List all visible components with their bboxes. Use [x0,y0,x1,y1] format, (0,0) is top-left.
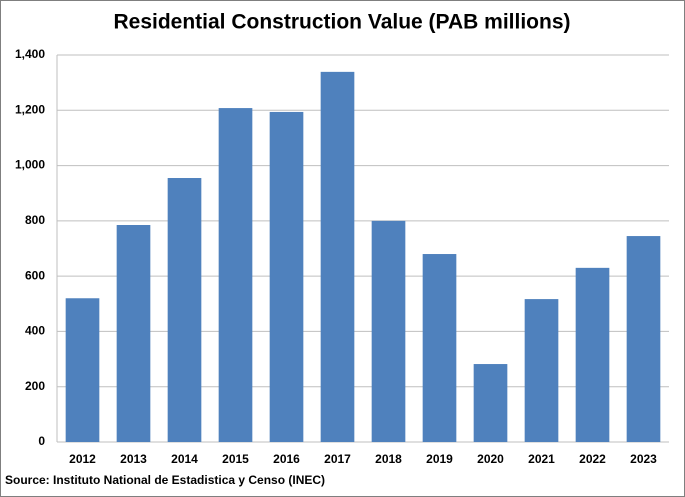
bar [218,108,253,443]
x-tick-label: 2017 [324,452,351,466]
y-tick-label: 600 [25,268,45,282]
bar [371,220,406,442]
x-tick-label: 2012 [69,452,96,466]
bar [65,298,100,442]
y-tick-label: 1,000 [15,158,45,172]
chart-title: Residential Construction Value (PAB mill… [113,11,570,34]
bar [320,71,355,442]
y-tick-label: 1,400 [15,47,45,61]
bar [167,178,202,442]
y-tick-label: 200 [25,379,45,393]
x-tick-label: 2023 [630,452,657,466]
bar [473,364,508,442]
bar [422,254,457,442]
x-tick-label: 2019 [426,452,453,466]
source-note: Source: Instituto National de Estadistic… [5,473,325,487]
x-tick-label: 2018 [375,452,402,466]
bar [269,111,304,443]
y-tick-label: 800 [25,213,45,227]
x-tick-label: 2021 [528,452,555,466]
x-tick-label: 2022 [579,452,606,466]
x-tick-label: 2014 [171,452,198,466]
bar [575,267,610,442]
x-tick-label: 2015 [222,452,249,466]
y-tick-label: 400 [25,324,45,338]
bar [524,299,559,442]
x-tick-label: 2016 [273,452,300,466]
y-tick-label: 1,200 [15,102,45,116]
bar [116,225,151,442]
bar [626,236,661,442]
y-tick-label: 0 [38,434,45,448]
x-tick-label: 2020 [477,452,504,466]
x-tick-label: 2013 [120,452,147,466]
